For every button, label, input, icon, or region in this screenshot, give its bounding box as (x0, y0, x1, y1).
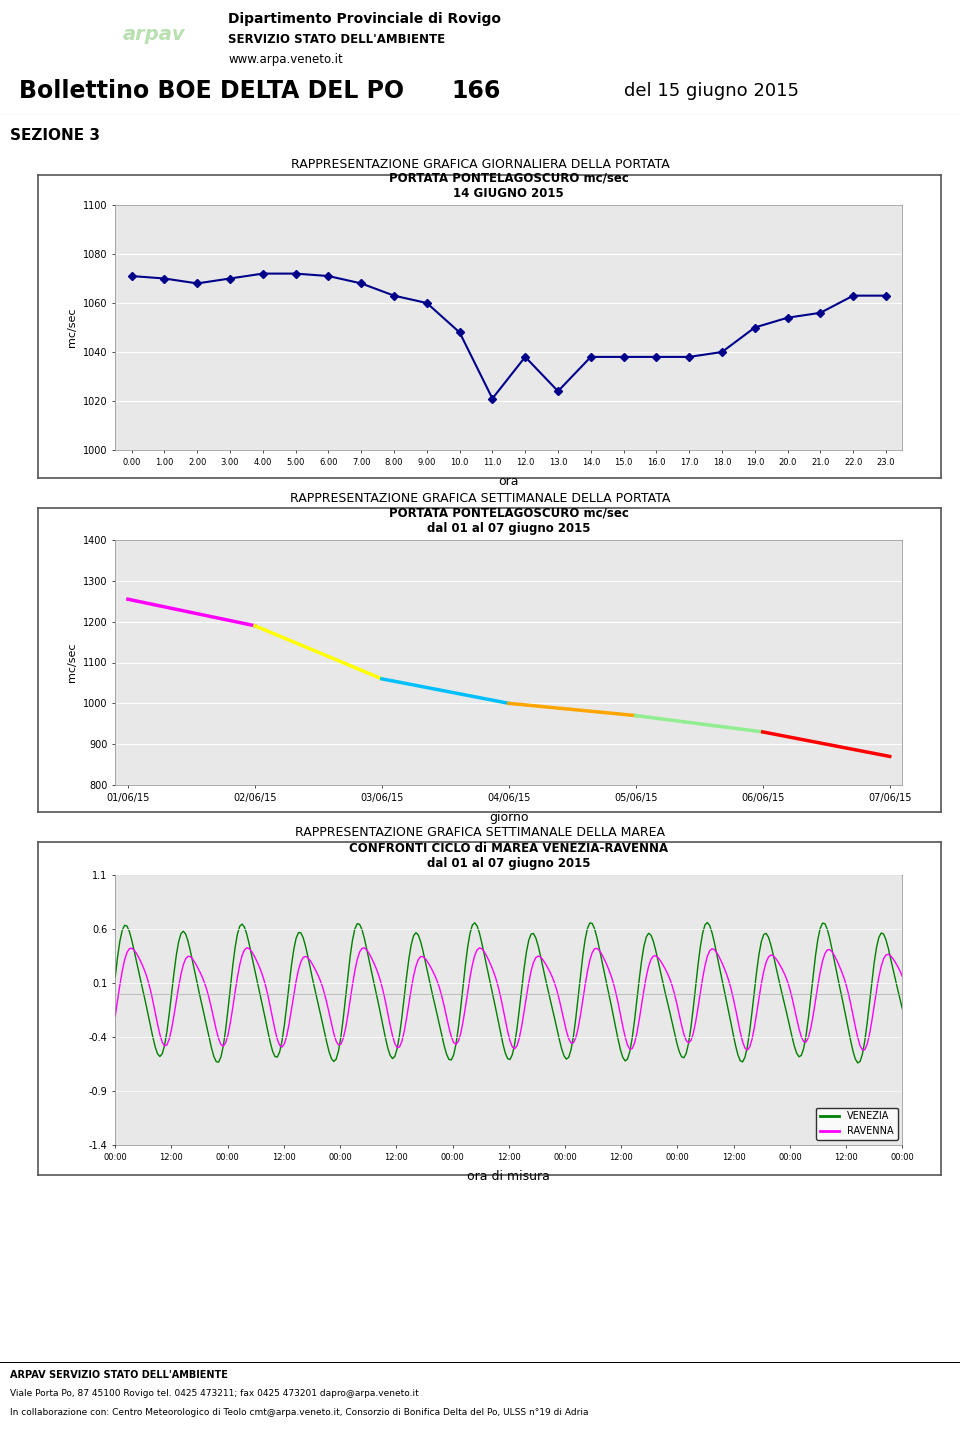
Text: Dipartimento Provinciale di Rovigo: Dipartimento Provinciale di Rovigo (228, 13, 501, 26)
Y-axis label: mc/sec: mc/sec (67, 643, 78, 682)
Text: SEZIONE 3: SEZIONE 3 (10, 127, 100, 143)
Text: RAPPRESENTAZIONE GRAFICA SETTIMANALE DELLA MAREA: RAPPRESENTAZIONE GRAFICA SETTIMANALE DEL… (295, 826, 665, 839)
Text: arpav: arpav (122, 24, 185, 43)
Title: PORTATA PONTELAGOSCURO mc/sec
dal 01 al 07 giugno 2015: PORTATA PONTELAGOSCURO mc/sec dal 01 al … (389, 507, 629, 534)
X-axis label: ora: ora (498, 474, 519, 487)
X-axis label: giorno: giorno (489, 812, 529, 825)
Text: del 15 giugno 2015: del 15 giugno 2015 (624, 83, 799, 100)
X-axis label: ora di misura: ora di misura (468, 1170, 550, 1183)
Text: SERVIZIO STATO DELL'AMBIENTE: SERVIZIO STATO DELL'AMBIENTE (228, 33, 445, 46)
Text: ARPAV SERVIZIO STATO DELL'AMBIENTE: ARPAV SERVIZIO STATO DELL'AMBIENTE (10, 1370, 228, 1380)
Text: RAPPRESENTAZIONE GRAFICA SETTIMANALE DELLA PORTATA: RAPPRESENTAZIONE GRAFICA SETTIMANALE DEL… (290, 492, 670, 504)
Legend: VENEZIA, RAVENNA: VENEZIA, RAVENNA (816, 1107, 898, 1140)
Text: RAPPRESENTAZIONE GRAFICA GIORNALIERA DELLA PORTATA: RAPPRESENTAZIONE GRAFICA GIORNALIERA DEL… (291, 159, 669, 171)
Text: In collaborazione con: Centro Meteorologico di Teolo cmt@arpa.veneto.it, Consorz: In collaborazione con: Centro Meteorolog… (10, 1409, 588, 1418)
Y-axis label: mc/sec: mc/sec (67, 307, 78, 347)
Text: Bollettino BOE DELTA DEL PO: Bollettino BOE DELTA DEL PO (19, 80, 404, 103)
Text: Viale Porta Po, 87 45100 Rovigo tel. 0425 473211; fax 0425 473201 dapro@arpa.ven: Viale Porta Po, 87 45100 Rovigo tel. 042… (10, 1389, 419, 1398)
Title: PORTATA PONTELAGOSCURO mc/sec
14 GIUGNO 2015: PORTATA PONTELAGOSCURO mc/sec 14 GIUGNO … (389, 171, 629, 200)
Text: 166: 166 (451, 80, 500, 103)
Text: www.arpa.veneto.it: www.arpa.veneto.it (228, 53, 343, 66)
Title: CONFRONTI CICLO di MAREA VENEZIA-RAVENNA
dal 01 al 07 giugno 2015: CONFRONTI CICLO di MAREA VENEZIA-RAVENNA… (349, 842, 668, 870)
